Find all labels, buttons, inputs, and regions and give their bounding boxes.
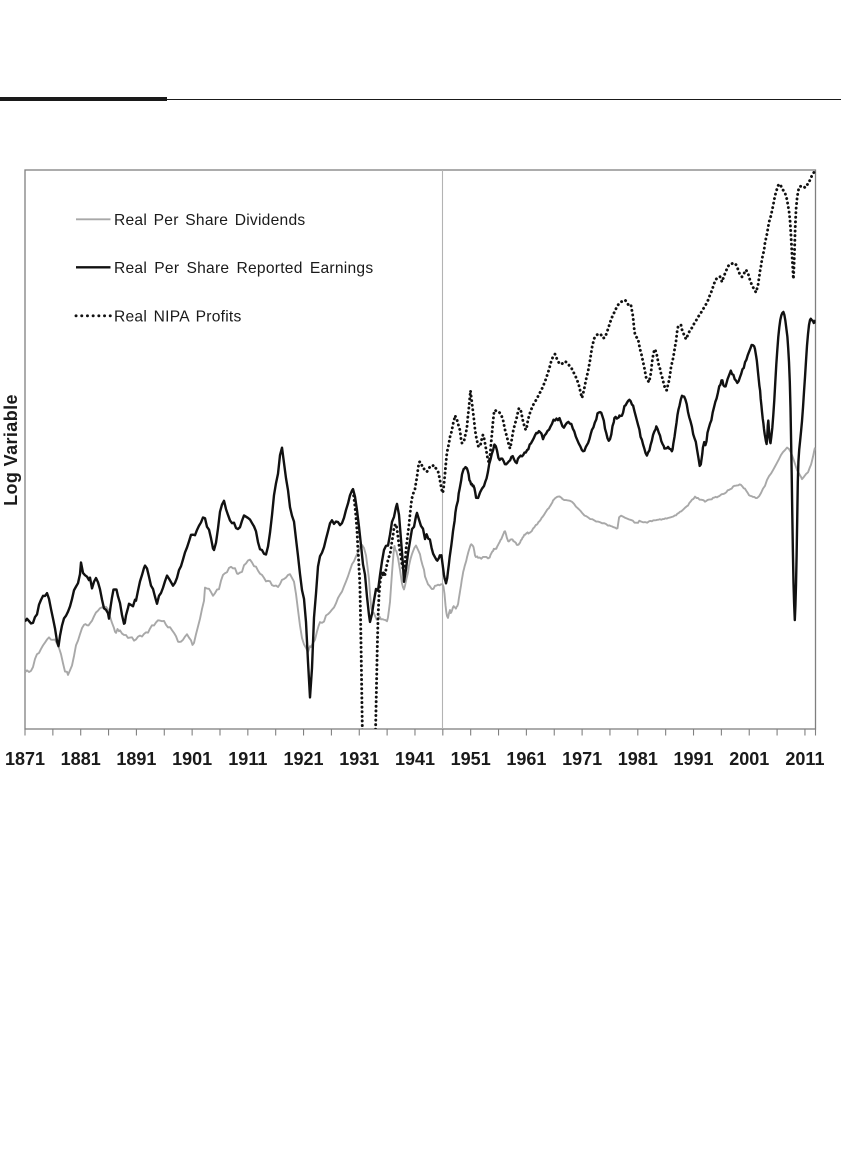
svg-text:2001: 2001 xyxy=(729,749,769,769)
svg-text:1971: 1971 xyxy=(562,749,602,769)
svg-text:Real Per Share Reported Earnin: Real Per Share Reported Earnings xyxy=(114,260,373,277)
svg-text:1931: 1931 xyxy=(339,749,379,769)
svg-text:1901: 1901 xyxy=(172,749,212,769)
svg-text:2011: 2011 xyxy=(785,749,824,769)
svg-text:1981: 1981 xyxy=(618,749,658,769)
svg-text:1871: 1871 xyxy=(5,749,45,769)
svg-text:1911: 1911 xyxy=(228,749,267,769)
svg-text:1961: 1961 xyxy=(506,749,546,769)
svg-text:1881: 1881 xyxy=(61,749,101,769)
svg-text:Real NIPA Profits: Real NIPA Profits xyxy=(114,308,242,325)
svg-text:Log Variable: Log Variable xyxy=(1,394,21,506)
svg-text:1891: 1891 xyxy=(116,749,156,769)
svg-text:1941: 1941 xyxy=(395,749,435,769)
svg-text:1951: 1951 xyxy=(451,749,491,769)
svg-text:1991: 1991 xyxy=(673,749,713,769)
svg-text:1921: 1921 xyxy=(284,749,324,769)
svg-text:Real Per Share Dividends: Real Per Share Dividends xyxy=(114,212,305,229)
